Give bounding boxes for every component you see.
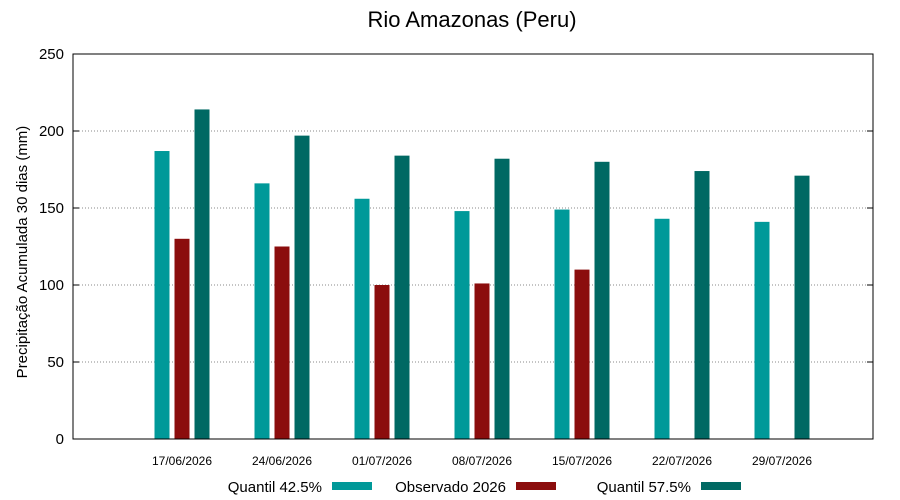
x-tick-label: 08/07/2026 xyxy=(452,454,512,468)
bar-quantil-42-5 xyxy=(354,198,370,439)
y-axis-ticks: 0 50 100 150 200 250 xyxy=(39,46,873,448)
x-tick-label: 24/06/2026 xyxy=(252,454,312,468)
bar-quantil-42-5 xyxy=(254,183,270,439)
x-tick-label: 29/07/2026 xyxy=(752,454,812,468)
y-tick-label: 250 xyxy=(39,46,64,63)
chart-title: Rio Amazonas (Peru) xyxy=(367,7,576,32)
y-tick-label: 100 xyxy=(39,277,64,294)
y-tick-label: 150 xyxy=(39,200,64,217)
bar-quantil-42-5 xyxy=(554,209,570,439)
bar-quantil-42-5 xyxy=(454,211,470,439)
bar-observado-2026 xyxy=(274,246,290,439)
bar-quantil-42-5 xyxy=(154,151,170,439)
bar-quantil-57-5 xyxy=(694,171,710,440)
grid-lines xyxy=(73,130,873,363)
x-tick-label: 17/06/2026 xyxy=(152,454,212,468)
y-axis-label: Precipitação Acumulada 30 dias (mm) xyxy=(14,126,31,379)
legend-swatch xyxy=(701,482,741,490)
bar-observado-2026 xyxy=(174,238,190,439)
bar-quantil-57-5 xyxy=(294,135,310,439)
legend-swatch xyxy=(516,482,556,490)
legend: Quantil 42.5% Observado 2026 Quantil 57.5% xyxy=(228,479,741,496)
y-tick-label: 0 xyxy=(56,431,64,448)
y-tick-label: 200 xyxy=(39,123,64,140)
x-tick-label: 01/07/2026 xyxy=(352,454,412,468)
x-tick-label: 22/07/2026 xyxy=(652,454,712,468)
bar-observado-2026 xyxy=(374,285,390,439)
x-axis-ticks: 17/06/2026 24/06/2026 01/07/2026 08/07/2026… xyxy=(152,454,812,468)
plot-frame xyxy=(72,53,874,440)
legend-label: Quantil 42.5% xyxy=(228,479,322,496)
bar-observado-2026 xyxy=(574,269,590,439)
legend-label: Observado 2026 xyxy=(395,479,506,496)
y-tick-label: 50 xyxy=(47,354,64,371)
legend-swatch xyxy=(332,482,372,490)
bar-quantil-57-5 xyxy=(594,161,610,440)
bar-quantil-57-5 xyxy=(794,175,810,439)
legend-label: Quantil 57.5% xyxy=(597,479,691,496)
bar-quantil-57-5 xyxy=(494,158,510,439)
bar-quantil-57-5 xyxy=(194,109,210,439)
bar-quantil-42-5 xyxy=(654,218,670,439)
bars xyxy=(154,109,810,440)
bar-quantil-57-5 xyxy=(394,155,410,439)
x-tick-label: 15/07/2026 xyxy=(552,454,612,468)
bar-quantil-42-5 xyxy=(754,221,770,439)
bar-observado-2026 xyxy=(474,283,490,439)
